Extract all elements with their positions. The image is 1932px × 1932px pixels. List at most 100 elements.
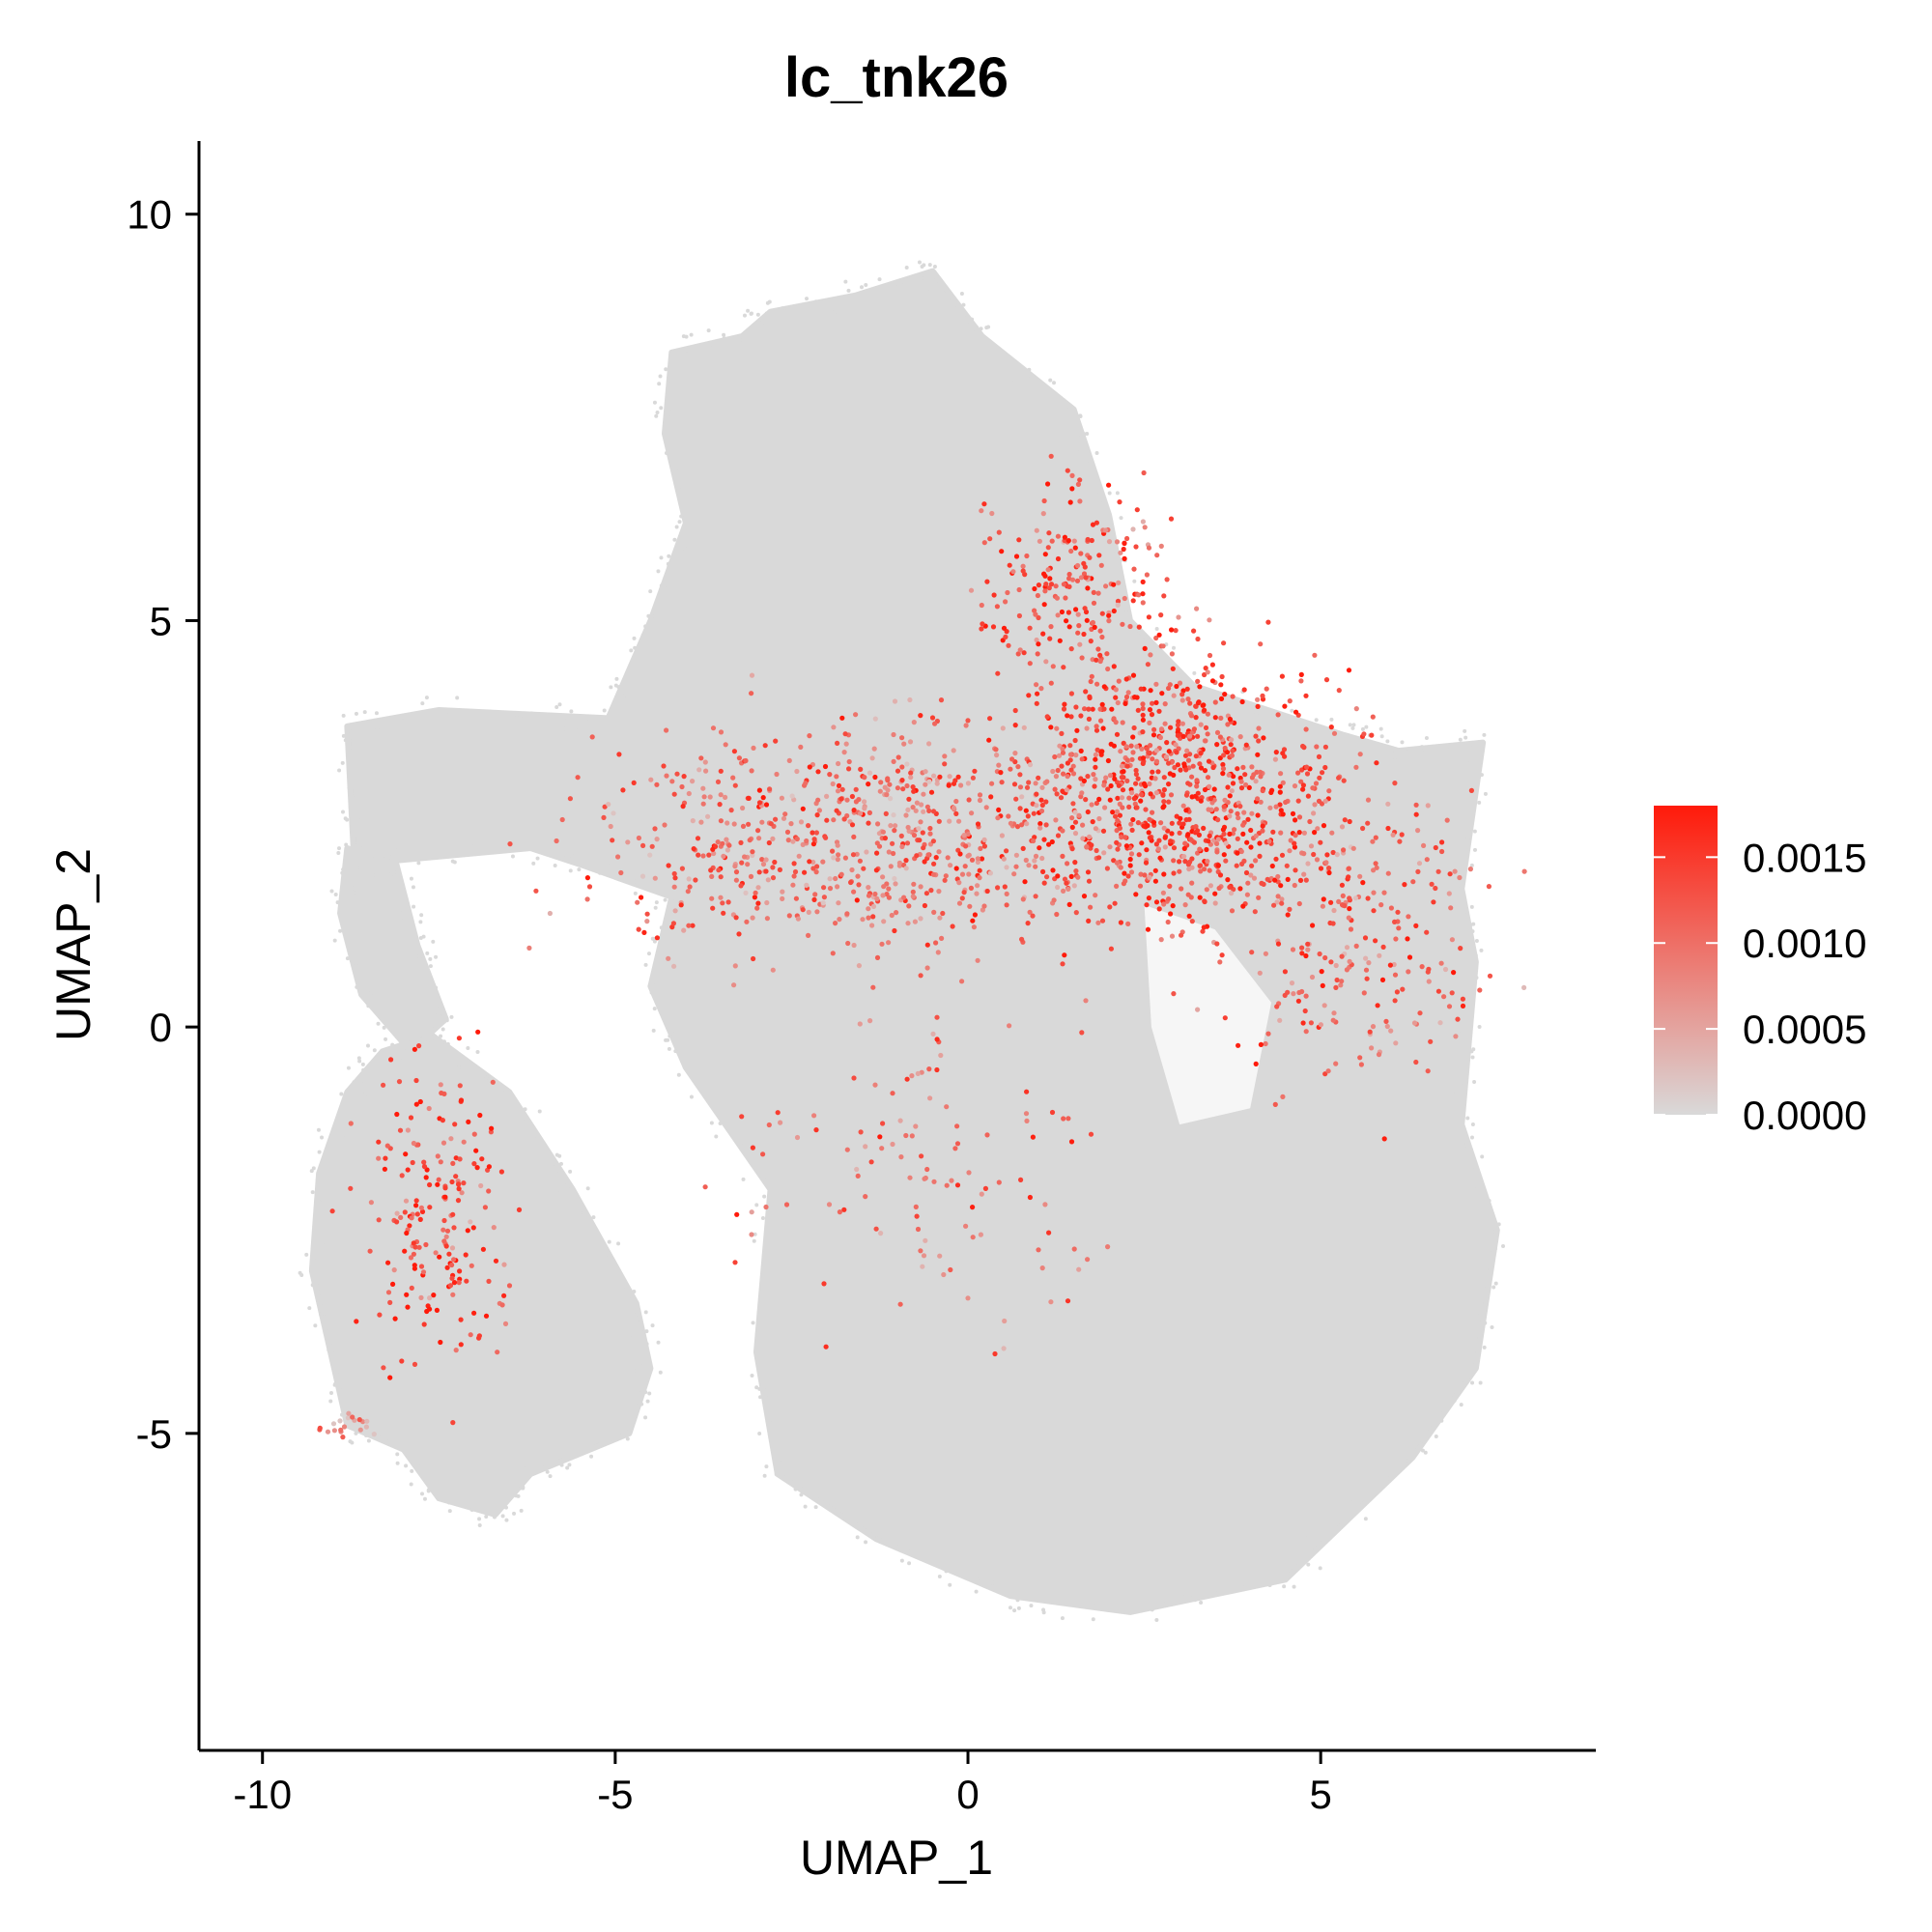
background-cell — [446, 1500, 451, 1505]
expressing-cell — [982, 1185, 989, 1191]
background-cell — [803, 1504, 808, 1509]
expressing-cell — [1065, 713, 1070, 719]
expressing-cell — [381, 1365, 386, 1371]
expressing-cell — [971, 924, 978, 930]
background-cell — [668, 365, 672, 370]
expressing-cell — [1171, 858, 1177, 864]
expressing-cell — [1096, 855, 1102, 861]
expressing-cell — [1059, 763, 1065, 769]
expressing-cell — [1112, 776, 1118, 781]
expressing-cell — [363, 1424, 369, 1430]
expressing-cell — [1023, 808, 1029, 813]
background-cell — [385, 1053, 390, 1058]
expressing-cell — [856, 963, 863, 969]
expressing-cell — [1477, 987, 1483, 993]
expressing-cell — [1099, 749, 1105, 754]
expressing-cell — [932, 721, 938, 726]
expressing-cell — [1163, 753, 1169, 760]
expressing-cell — [1130, 672, 1137, 678]
expressing-cell — [1152, 878, 1158, 884]
expressing-cell — [889, 912, 895, 919]
expressing-cell — [1221, 753, 1227, 758]
background-cell — [1423, 1450, 1428, 1455]
expressing-cell — [1088, 1131, 1094, 1137]
expressing-cell — [886, 849, 892, 855]
expressing-cell — [1234, 863, 1239, 868]
expressing-cell — [1447, 871, 1453, 877]
expressing-cell — [910, 805, 916, 810]
expressing-cell — [1207, 652, 1213, 659]
background-cell — [543, 723, 548, 727]
expressing-cell — [1172, 764, 1178, 771]
expressing-cell — [1214, 729, 1221, 736]
expressing-cell — [501, 1293, 507, 1298]
background-cell — [1466, 765, 1471, 770]
expressing-cell — [1136, 592, 1142, 598]
expressing-cell — [947, 774, 952, 780]
expressing-cell — [1090, 706, 1095, 712]
background-cell — [572, 1194, 577, 1199]
expressing-cell — [1039, 855, 1045, 862]
expressing-cell — [1363, 955, 1369, 961]
background-cells — [298, 260, 1506, 1622]
background-cell — [1041, 1610, 1046, 1615]
expressing-cell — [956, 900, 963, 906]
background-cell — [671, 374, 676, 379]
background-cell — [432, 1012, 437, 1017]
background-cell — [344, 842, 349, 847]
background-cell — [637, 1330, 641, 1335]
expressing-cell — [1118, 865, 1123, 870]
expressing-cell — [451, 1280, 458, 1286]
expressing-cell — [724, 837, 729, 842]
expressing-cell — [652, 875, 658, 881]
expressing-cell — [1134, 507, 1140, 513]
expressing-cell — [885, 776, 891, 781]
expressing-cell — [1050, 867, 1056, 873]
expressing-cell — [1413, 923, 1419, 929]
expressing-cell — [892, 875, 897, 882]
expressing-cell — [483, 1313, 490, 1319]
expressing-cell — [755, 885, 761, 891]
expressing-cell — [1165, 828, 1171, 834]
expressing-cell — [1058, 795, 1065, 801]
expressing-cell — [1072, 810, 1078, 815]
expressing-cell — [413, 1198, 419, 1204]
background-cell — [433, 1046, 438, 1051]
expressing-cell — [1180, 733, 1186, 740]
expressing-cell — [1091, 772, 1096, 778]
expressing-cell — [399, 1358, 405, 1364]
expressing-cell — [404, 1292, 410, 1297]
expressing-cell — [849, 793, 856, 800]
expressing-cell — [929, 715, 936, 721]
expressing-cell — [356, 1417, 362, 1423]
expressing-cell — [920, 1264, 925, 1269]
expressing-cell — [1293, 817, 1298, 823]
expressing-cell — [711, 850, 717, 857]
expressing-cell — [1096, 796, 1102, 803]
expressing-cell — [855, 873, 861, 879]
expressing-cell — [1179, 932, 1184, 938]
expressing-cell — [413, 1203, 419, 1208]
background-cell — [615, 876, 620, 881]
expressing-cell — [586, 884, 593, 890]
expressing-cell — [811, 837, 817, 842]
expressing-cell — [1130, 816, 1136, 823]
expressing-cell — [1036, 641, 1041, 647]
expressing-cell — [959, 895, 965, 901]
expressing-cell — [1093, 893, 1098, 898]
expressing-cell — [1193, 715, 1199, 721]
expressing-cell — [869, 755, 875, 761]
background-cell — [1475, 1186, 1480, 1191]
expressing-cell — [1242, 772, 1248, 778]
expressing-cell — [473, 1148, 479, 1153]
background-cell — [568, 1169, 573, 1174]
expressing-cell — [923, 769, 928, 775]
expressing-cell — [441, 1238, 447, 1244]
expressing-cell — [1265, 619, 1271, 625]
expressing-cell — [468, 1219, 473, 1225]
expressing-cell — [1093, 826, 1098, 832]
background-cell — [602, 708, 607, 713]
background-cell — [456, 1490, 461, 1494]
expressing-cell — [1128, 869, 1135, 875]
